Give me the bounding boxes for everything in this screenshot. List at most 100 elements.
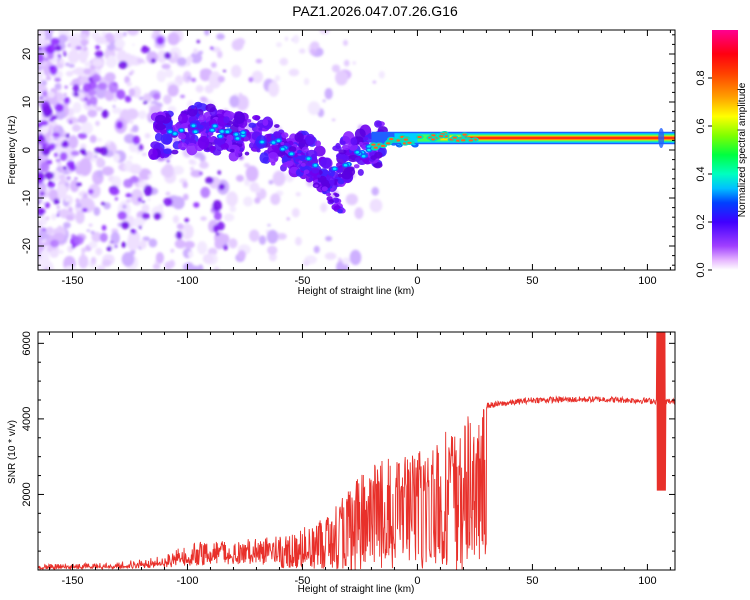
noise-blob <box>83 97 88 101</box>
noise-blob <box>210 62 217 68</box>
snr-x-ticks: -150 -100 -50 0 50 100 <box>48 332 671 587</box>
noise-blob <box>50 239 60 248</box>
ridge-blob <box>362 136 369 141</box>
noise-blob <box>164 261 173 270</box>
noise-blob <box>55 44 62 52</box>
noise-blob <box>303 77 310 86</box>
ridge-blob <box>342 154 350 162</box>
ridge-blob <box>186 142 198 156</box>
noise-blob <box>288 68 300 77</box>
noise-blob <box>140 46 151 54</box>
noise-blob <box>80 143 87 150</box>
ridge-blob <box>339 140 346 145</box>
noise-blob <box>68 119 73 125</box>
noise-blob <box>167 32 180 46</box>
noise-blob <box>195 85 204 93</box>
noise-blob <box>200 216 207 221</box>
ridge-blob <box>333 203 337 206</box>
ridge-blob <box>155 114 166 124</box>
spectrogram-x-axis-label: Height of straight line (km) <box>298 286 415 297</box>
noise-blob <box>217 170 222 175</box>
ridge-blob <box>332 197 340 204</box>
noise-blob <box>180 94 185 99</box>
noise-blob <box>38 30 43 33</box>
noise-blob <box>109 188 120 196</box>
noise-blob <box>131 43 135 46</box>
carrier-wiggle-core <box>403 138 409 141</box>
ridge-blob <box>350 137 358 146</box>
noise-blob <box>75 202 82 209</box>
noise-blob <box>99 232 108 243</box>
ridge-blob <box>233 111 245 124</box>
noise-blob <box>48 189 58 202</box>
noise-blob <box>88 89 97 96</box>
noise-blob <box>59 151 68 161</box>
noise-blob <box>101 259 112 267</box>
noise-blob <box>129 119 134 125</box>
noise-blob <box>65 182 69 187</box>
noise-blob <box>237 250 246 261</box>
noise-blob <box>307 101 321 116</box>
noise-blob <box>44 171 55 180</box>
noise-blob <box>230 64 242 78</box>
noise-blob <box>104 32 115 44</box>
noise-blob <box>204 84 214 94</box>
noise-blob <box>338 257 342 263</box>
noise-blob <box>67 49 80 64</box>
noise-blob <box>272 170 286 187</box>
noise-blob <box>190 77 197 83</box>
ridge-highlight-core <box>367 145 371 148</box>
noise-blob <box>243 163 250 168</box>
noise-blob <box>268 252 277 262</box>
noise-blob <box>38 251 42 254</box>
noise-blob <box>100 146 108 156</box>
noise-blob <box>235 37 246 46</box>
ridge-highlight-core <box>343 163 348 167</box>
noise-blob <box>115 89 126 100</box>
noise-blob <box>82 193 88 199</box>
noise-blob <box>213 211 222 221</box>
ridge-blob <box>327 169 335 178</box>
noise-blob <box>71 245 75 249</box>
noise-blob <box>74 177 78 180</box>
noise-blob <box>255 58 263 64</box>
noise-blob <box>352 61 356 65</box>
noise-blob <box>130 188 144 206</box>
noise-blob <box>210 46 214 50</box>
ridge-blob <box>357 168 364 176</box>
noise-blob <box>125 210 130 214</box>
ridge-blob <box>297 155 303 160</box>
colorbar-tick-label: 0.8 <box>695 70 707 85</box>
noise-blob <box>295 192 301 197</box>
snr-x-tick-label: -50 <box>295 575 311 587</box>
ridge-blob <box>303 159 307 163</box>
noise-blob <box>38 67 42 71</box>
noise-blob <box>123 165 127 171</box>
noise-blob <box>116 121 124 130</box>
noise-blob <box>208 71 222 89</box>
noise-blob <box>59 58 65 65</box>
noise-blob <box>95 36 107 45</box>
noise-blob <box>130 249 136 255</box>
noise-blob <box>56 205 60 209</box>
noise-blob <box>81 252 85 255</box>
noise-blob <box>142 100 148 105</box>
ridge-highlight-core <box>306 157 311 160</box>
chart-title: PAZ1.2026.047.07.26.G16 <box>292 3 458 19</box>
ridge-highlight-core <box>313 164 318 167</box>
noise-blob <box>38 53 45 63</box>
ridge-blob <box>246 118 252 123</box>
noise-blob <box>125 199 132 203</box>
snr-y-tick-label: 4000 <box>21 407 33 431</box>
noise-blob <box>88 188 94 195</box>
noise-blob <box>42 90 48 97</box>
carrier-wiggle-core <box>468 139 474 142</box>
spectrogram-x-tick-label: -50 <box>295 275 311 287</box>
noise-blob <box>91 231 102 243</box>
ridge-blob <box>281 132 289 139</box>
noise-blob <box>79 51 88 64</box>
noise-blob <box>229 95 240 108</box>
noise-blob <box>88 240 98 249</box>
ridge-highlight-core <box>213 124 217 128</box>
noise-blob <box>46 226 54 235</box>
